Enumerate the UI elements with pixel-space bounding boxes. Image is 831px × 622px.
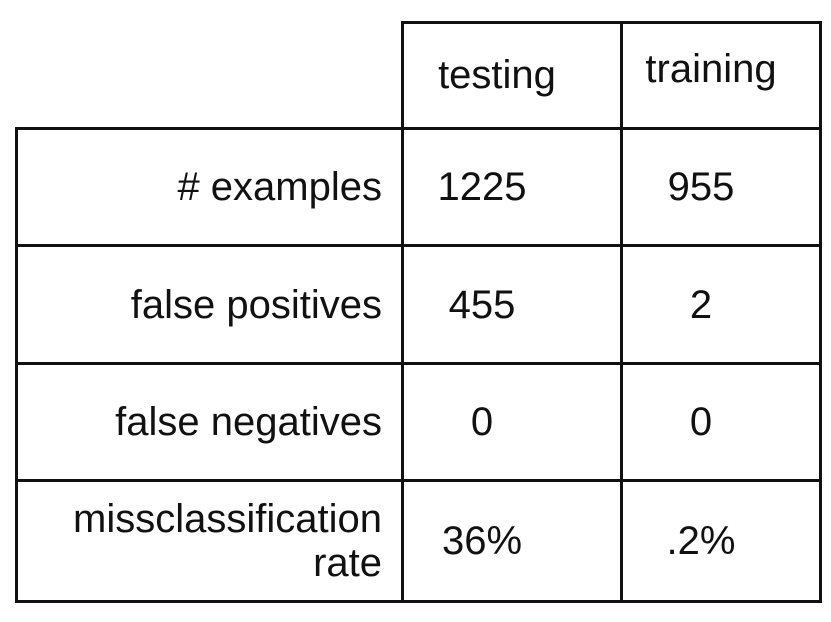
cell-value: 0 xyxy=(689,400,713,444)
border xyxy=(15,244,822,247)
cell-value: 2 xyxy=(689,282,713,327)
row-label: false negatives xyxy=(115,400,382,444)
cell-value: 955 xyxy=(667,165,735,209)
border xyxy=(401,21,404,603)
cell-value: 0 xyxy=(470,400,494,444)
border xyxy=(620,21,623,603)
border xyxy=(15,127,18,603)
row-label: # examples xyxy=(177,165,382,209)
border xyxy=(15,127,822,130)
border xyxy=(15,479,822,482)
border xyxy=(15,600,822,603)
border xyxy=(15,362,822,365)
column-header: testing xyxy=(438,53,556,97)
cell-value: .2% xyxy=(666,519,736,563)
border xyxy=(819,21,822,603)
cell-value: 36% xyxy=(441,519,523,563)
row-label: false positives xyxy=(130,282,382,327)
cell-value: 1225 xyxy=(437,165,527,209)
border xyxy=(401,21,822,24)
column-header: training xyxy=(645,47,777,91)
cell-value: 455 xyxy=(448,282,516,327)
row-label: missclassification rate xyxy=(73,497,382,585)
